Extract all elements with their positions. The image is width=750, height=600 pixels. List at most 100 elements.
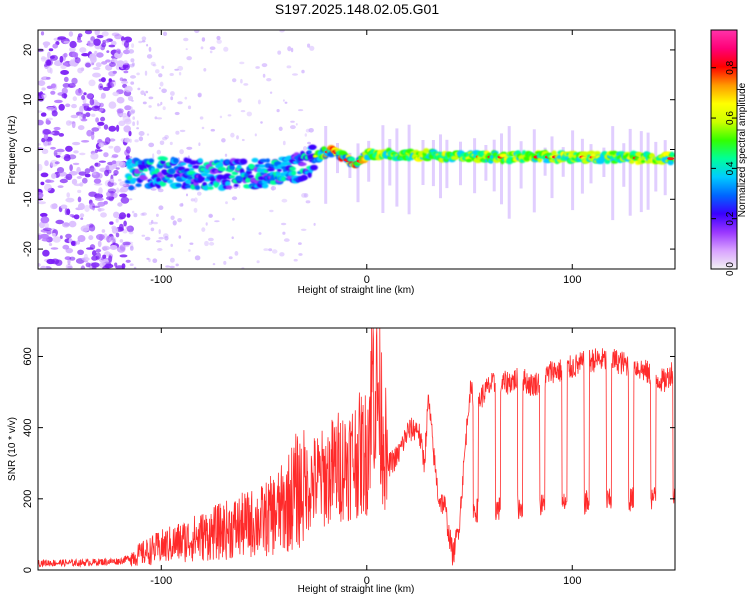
spectrogram-noise-mark xyxy=(198,142,201,146)
spectrogram-noise-mark xyxy=(63,155,71,162)
spectrogram-noise-mark xyxy=(83,253,88,260)
spectrogram-noise-mark xyxy=(76,176,82,179)
spectrogram-noise-mark xyxy=(205,222,208,226)
spectrogram-noise-mark xyxy=(77,189,82,194)
spectrogram-noise-mark xyxy=(70,114,79,119)
spectrogram-noise-mark xyxy=(51,130,60,136)
spectrogram-noise-mark xyxy=(65,173,73,181)
spectrogram-noise-mark xyxy=(70,240,76,246)
spectrogram-noise-mark xyxy=(100,92,106,99)
spectrogram-noise-mark xyxy=(146,43,149,47)
spectrogram-noise-mark xyxy=(44,160,49,167)
spectrogram-noise-mark xyxy=(128,130,132,137)
spectrogram-noise-mark xyxy=(108,145,114,149)
spectrogram-noise-mark xyxy=(91,262,100,268)
spectrogram-noise-mark xyxy=(124,105,132,111)
colorbar-tick-label: 0.2 xyxy=(725,211,736,225)
colorbar-tick-label: 0.4 xyxy=(725,161,736,175)
spectrogram-noise-mark xyxy=(231,196,238,201)
spectrogram-noise-mark xyxy=(77,67,83,74)
spectrogram-noise-mark xyxy=(290,120,295,123)
spectrogram-noise-mark xyxy=(152,153,155,159)
spectrogram-ridge-mark xyxy=(160,156,168,161)
spectrogram-streak-mark xyxy=(439,134,442,199)
spectrogram-noise-mark xyxy=(201,227,206,232)
spectrogram-noise-mark xyxy=(130,75,136,79)
spectrogram-noise-mark xyxy=(117,202,123,207)
spectrogram-ridge-mark xyxy=(186,175,194,180)
spectrogram-noise-mark xyxy=(209,241,215,246)
spectrogram-noise-mark xyxy=(79,105,84,113)
spectrogram-ridge-mark xyxy=(261,183,269,189)
spectrogram-noise-mark xyxy=(239,61,245,65)
spectrogram-noise-mark xyxy=(136,72,140,76)
spectrogram-noise-mark xyxy=(75,88,83,96)
spectrogram-ridge-mark xyxy=(213,182,219,188)
spectrogram-ridge-mark xyxy=(192,165,200,169)
spectrogram-noise-mark xyxy=(257,99,261,105)
spectrogram-noise-mark xyxy=(174,68,179,71)
spectrogram-noise-mark xyxy=(231,236,234,239)
spectrogram-ridge-mark xyxy=(233,183,239,187)
spectrogram-noise-mark xyxy=(73,214,80,220)
spectrogram-noise-mark xyxy=(85,62,91,68)
spectrogram-noise-mark xyxy=(157,188,164,193)
spectrogram-noise-mark xyxy=(144,236,151,241)
spectrogram-noise-mark xyxy=(157,103,160,107)
spectrogram-streak-mark xyxy=(356,143,360,203)
spectrogram-noise-mark xyxy=(186,56,192,61)
spectrogram-noise-mark xyxy=(41,76,49,81)
spectrogram-noise-mark xyxy=(66,192,70,198)
spectrogram-noise-mark xyxy=(136,127,140,130)
spectrogram-streak-mark xyxy=(519,141,523,189)
colorbar-label: Normalized spectral amplitude xyxy=(737,82,748,217)
spectrogram-noise-mark xyxy=(51,110,58,117)
spectrogram-noise-mark xyxy=(193,197,198,203)
colorbar-tick-label: 0.6 xyxy=(725,111,736,125)
spectrogram-noise-mark xyxy=(55,148,65,153)
spectrogram-noise-mark xyxy=(57,185,64,189)
spectrogram-streak-mark xyxy=(580,138,584,194)
spectrogram-noise-mark xyxy=(256,260,260,264)
spectrogram-noise-mark xyxy=(125,226,132,230)
spectrogram-noise-mark xyxy=(55,219,64,225)
spectrogram-noise-mark xyxy=(103,124,109,130)
spectrogram-noise-mark xyxy=(65,145,73,152)
spectrogram-noise-mark xyxy=(124,85,133,93)
spectrogram-noise-mark xyxy=(84,173,91,178)
spectrogram-noise-mark xyxy=(116,96,125,104)
spectrogram-noise-mark xyxy=(146,54,153,59)
spectrogram-noise-mark xyxy=(193,207,198,213)
spectrogram-noise-mark xyxy=(96,52,104,58)
spectrogram-noise-mark xyxy=(98,142,105,148)
spectrogram-noise-mark xyxy=(286,65,292,69)
spectrogram-noise-mark xyxy=(101,245,110,251)
spectrogram-noise-mark xyxy=(216,35,221,41)
spectrogram-noise-mark xyxy=(170,243,173,247)
spectrogram-noise-mark xyxy=(44,183,52,192)
spectrogram-noise-mark xyxy=(126,213,131,218)
spectrogram-ridge-mark xyxy=(156,177,162,183)
spectrogram-noise-mark xyxy=(208,214,213,218)
spectrogram-noise-mark xyxy=(94,105,99,109)
spectrogram-y-tick-label: -20 xyxy=(22,241,34,257)
spectrogram-noise-mark xyxy=(101,42,107,48)
spectrogram-noise-mark xyxy=(158,205,164,210)
spectrogram-streak-mark xyxy=(654,141,658,192)
spectrogram-ridge-mark xyxy=(207,186,214,190)
spectrogram-noise-mark xyxy=(123,125,131,133)
spectrogram-noise-mark xyxy=(108,255,113,263)
spectrogram-ridge-mark xyxy=(229,165,235,170)
spectrogram-ridge-mark xyxy=(143,168,149,172)
spectrogram-noise-mark xyxy=(268,248,273,252)
spectrogram-noise-mark xyxy=(82,103,90,107)
spectrogram-y-tick-label: 0 xyxy=(22,146,34,152)
spectrogram-noise-mark xyxy=(129,245,134,251)
spectrogram-noise-mark xyxy=(199,116,204,120)
spectrogram-noise-mark xyxy=(58,103,65,111)
spectrogram-noise-mark xyxy=(72,141,81,146)
spectrogram-noise-mark xyxy=(165,265,170,268)
spectrogram-noise-mark xyxy=(161,88,167,94)
spectrogram-noise-mark xyxy=(140,212,145,216)
spectrogram-noise-mark xyxy=(65,103,71,108)
